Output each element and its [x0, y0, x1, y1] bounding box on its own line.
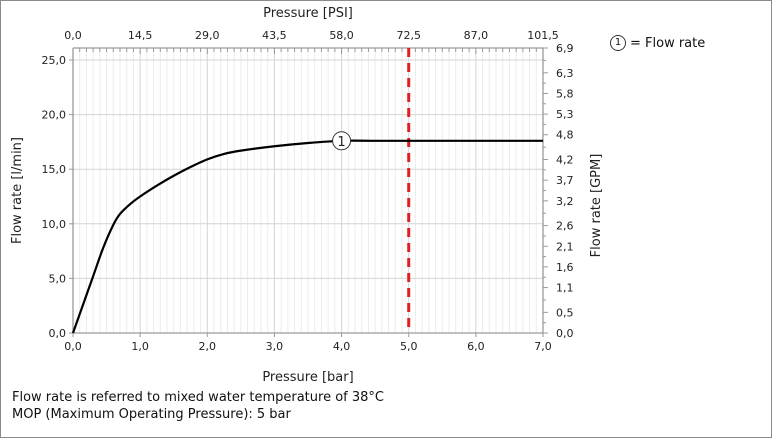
y-tick-label: 25,0 [42, 54, 67, 67]
flow-rate-line [71, 139, 543, 334]
x-axis-title: Pressure [bar] [262, 370, 353, 385]
y2-axis-title: Flow rate [GPM] [589, 154, 604, 258]
x2-tick-label: 43,5 [262, 29, 287, 42]
x-tick-label: 6,0 [467, 340, 485, 353]
note-temperature: Flow rate is referred to mixed water tem… [12, 390, 384, 405]
x-tick-label: 2,0 [199, 340, 217, 353]
y2-tick-label: 1,6 [556, 261, 574, 274]
y2-tick-label: 2,6 [556, 220, 574, 233]
x-tick-label: 4,0 [333, 340, 351, 353]
y2-tick-label: 3,7 [556, 174, 574, 187]
y-axis-title: Flow rate [l/min] [10, 137, 25, 244]
x-tick-label: 0,0 [64, 340, 82, 353]
y2-tick-label: 6,3 [556, 67, 574, 80]
x2-tick-label: 29,0 [195, 29, 220, 42]
x2-axis-title: Pressure [PSI] [263, 6, 353, 21]
y2-tick-label: 5,3 [556, 108, 574, 121]
y2-tick-label: 4,8 [556, 129, 574, 142]
y2-tick-label: 3,2 [556, 195, 574, 208]
y-tick-label: 10,0 [42, 218, 67, 231]
legend-label: = Flow rate [630, 35, 706, 51]
x-tick-label: 3,0 [266, 340, 284, 353]
x-tick-label: 1,0 [131, 340, 149, 353]
y2-tick-label: 2,1 [556, 240, 574, 253]
legend-marker: 1 [610, 35, 626, 51]
x2-tick-label: 72,5 [396, 29, 421, 42]
y-tick-label: 15,0 [42, 163, 67, 176]
y2-tick-label: 4,2 [556, 154, 574, 167]
series-marker-label: 1 [337, 135, 345, 150]
grid [73, 48, 543, 333]
x2-tick-label: 101,5 [527, 29, 559, 42]
legend: 1 = Flow rate [610, 35, 705, 51]
series: 1 [71, 48, 543, 334]
x2-tick-label: 0,0 [64, 29, 82, 42]
y-tick-label: 20,0 [42, 109, 67, 122]
y2-tick-label: 0,5 [556, 306, 574, 319]
x2-tick-label: 58,0 [329, 29, 354, 42]
series-marker-circle [332, 131, 352, 151]
y-tick-label: 0,0 [49, 327, 67, 340]
y2-tick-label: 5,8 [556, 87, 574, 100]
y2-tick-label: 0,0 [556, 327, 574, 340]
y-tick-label: 5,0 [49, 272, 67, 285]
x2-tick-label: 87,0 [464, 29, 489, 42]
x-tick-label: 7,0 [534, 340, 552, 353]
x-tick-label: 5,0 [400, 340, 418, 353]
y2-tick-label: 6,9 [556, 42, 574, 55]
note-mop: MOP (Maximum Operating Pressure): 5 bar [12, 407, 291, 422]
y2-tick-label: 1,1 [556, 282, 574, 295]
ticks: 0,0 1,0 2,0 3,0 4,0 5,0 6,0 7,0 0,0 14,5 29,0 43,5 5… [42, 29, 574, 353]
x2-tick-label: 14,5 [128, 29, 153, 42]
